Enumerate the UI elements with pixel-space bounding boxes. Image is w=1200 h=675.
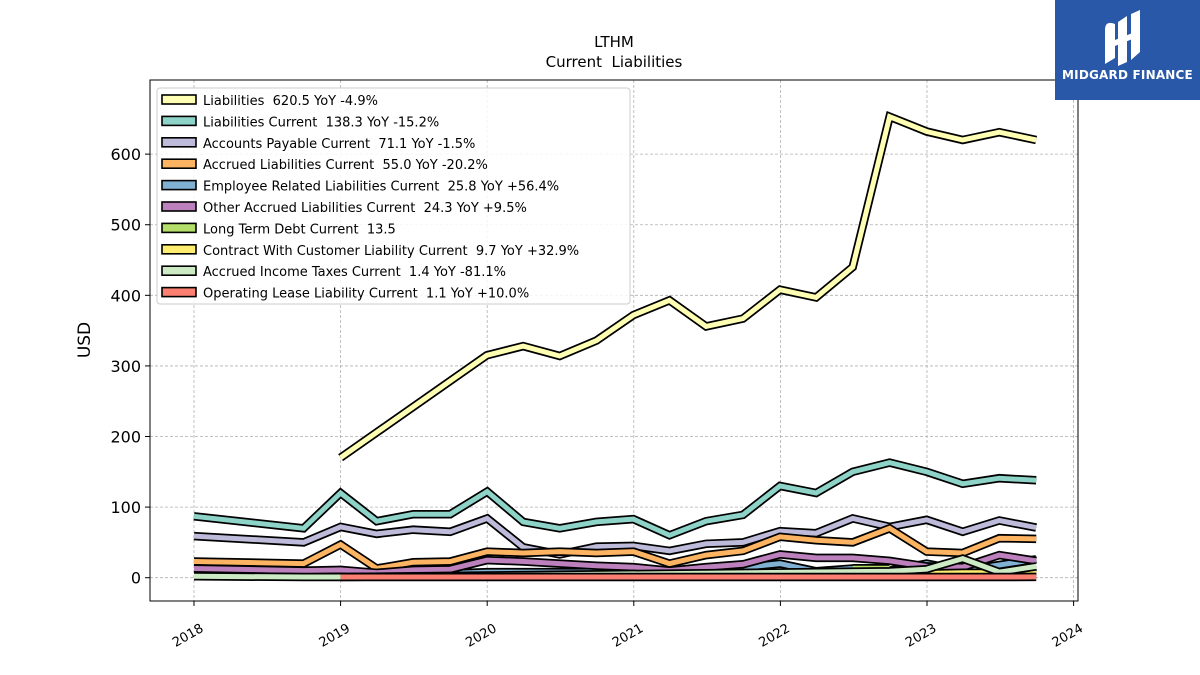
legend-label: Contract With Customer Liability Current… [203,244,579,259]
chart-subtitle: Current Liabilities [546,53,683,71]
legend-swatch [161,244,197,255]
legend-swatch [161,201,197,212]
series-line-2 [193,515,1037,557]
legend: Liabilities 620.5 YoY -4.9% Liabilities C… [156,87,631,305]
series-line-0 [339,113,1037,460]
legend-swatch [161,137,197,148]
y-tick-label: 500 [110,216,141,235]
y-axis-label: USD [75,322,95,358]
legend-label: Operating Lease Liability Current 1.1 Yo… [203,287,529,302]
logo-text: MIDGARD FINANCE [1062,68,1193,82]
legend-swatch [161,286,197,298]
plot-frame [149,79,1079,602]
legend-swatch [161,265,197,277]
y-tick-label: 300 [110,357,141,376]
series-line-3 [193,525,1037,572]
x-tick-label: 2023 [903,621,939,651]
x-axis: 2018 2019 2020 2021 2022 2023 2024 [170,601,1086,651]
x-tick-label: 2024 [1050,621,1086,651]
series-line-5 [193,551,1037,576]
legend-swatch [161,222,197,234]
x-tick-label: 2022 [757,621,793,651]
legend-box [156,87,631,305]
legend-swatch [161,94,197,105]
y-tick-label: 100 [110,498,141,517]
legend-label: Liabilities Current 138.3 YoY -15.2% [203,115,439,130]
legend-swatch [161,158,197,169]
y-axis: 0 100 200 300 400 500 600 [110,145,150,588]
legend-label: Liabilities 620.5 YoY -4.9% [203,94,378,109]
y-tick-label: 0 [131,569,141,588]
legend-label: Accounts Payable Current 71.1 YoY -1.5% [203,137,475,152]
y-tick-label: 400 [110,286,141,305]
legend-label: Long Term Debt Current 13.5 [203,222,396,237]
legend-swatch [161,179,197,191]
series-line-8 [193,555,1037,580]
chart-title: LTHM [594,33,634,51]
x-tick-label: 2021 [610,621,646,651]
series-lines [193,110,1038,582]
y-tick-label: 200 [110,428,141,447]
legend-label: Accrued Income Taxes Current 1.4 YoY -81… [203,265,506,280]
series-line-1 [193,460,1037,539]
midgard-finance-logo: MIDGARD FINANCE [1055,0,1200,100]
x-tick-label: 2018 [170,621,206,651]
x-tick-label: 2019 [317,621,353,651]
legend-label: Accrued Liabilities Current 55.0 YoY -20… [203,158,488,173]
x-tick-label: 2020 [463,621,499,651]
y-tick-label: 600 [110,145,141,164]
legend-label: Other Accrued Liabilities Current 24.3 Y… [203,201,527,216]
legend-label: Employee Related Liabilities Current 25.… [203,180,559,195]
legend-swatch [161,115,197,127]
logo-mark-icon [1105,10,1140,66]
